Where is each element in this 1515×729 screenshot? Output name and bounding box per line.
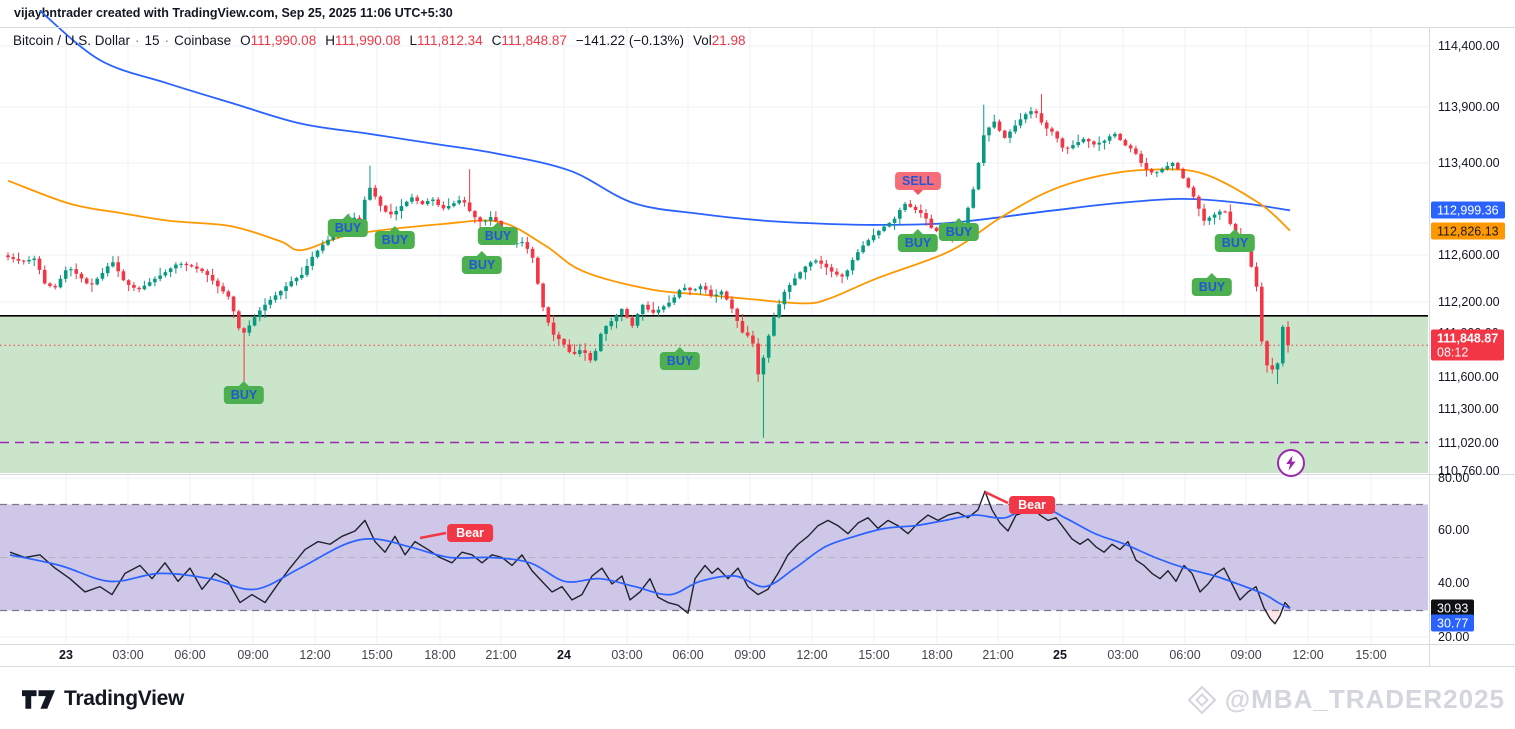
time-axis-tick: 12:00 [1292, 648, 1324, 662]
buy-signal-label: BUY [461, 251, 503, 274]
bear-annotation-label: Bear [1009, 496, 1055, 514]
time-axis-tick: 09:00 [734, 648, 766, 662]
tradingview-logo-icon [22, 689, 55, 709]
time-axis-tick: 12:00 [796, 648, 828, 662]
ohlc-label: L [409, 33, 418, 48]
price-axis-tick: 113,900.00 [1438, 100, 1500, 114]
tradingview-logo[interactable]: TradingView [22, 687, 184, 711]
ohlc-value: 111,848.87 [501, 33, 567, 48]
buy-signal-label: BUY [1214, 229, 1256, 252]
time-axis-tick: 21:00 [485, 648, 517, 662]
buy-signal-label: BUY [659, 347, 701, 370]
time-axis-tick: 15:00 [1355, 648, 1387, 662]
ohlc-value: 111,990.08 [250, 33, 317, 48]
volume-value: 21.98 [711, 33, 746, 48]
time-axis-tick: 06:00 [174, 648, 206, 662]
indicator-value-badge: 30.93 [1431, 599, 1475, 617]
ohlc-label: H [325, 33, 335, 48]
time-axis-tick: 09:00 [237, 648, 269, 662]
interval-label[interactable]: 15 [144, 33, 160, 48]
time-axis-tick: 03:00 [1107, 648, 1139, 662]
price-axis-tick: 112,600.00 [1438, 248, 1500, 262]
indicator-band [0, 503, 1428, 612]
time-axis-tick: 06:00 [1169, 648, 1201, 662]
time-axis-tick: 15:00 [361, 648, 393, 662]
demand-zone [0, 315, 1428, 474]
time-axis-tick: 25 [1053, 648, 1067, 662]
ohlc-values: O111,990.08 H111,990.08 L111,812.34 C111,84… [231, 33, 745, 48]
symbol-title[interactable]: Bitcoin / U.S. Dollar [13, 33, 131, 48]
bear-annotation-label: Bear [447, 524, 493, 542]
sell-signal-label: SELL [895, 172, 941, 195]
price-axis-tick: 20.00 [1438, 630, 1470, 644]
indicator-value-badge: 30.77 [1431, 614, 1475, 632]
price-axis-tick: 111,020.00 [1438, 436, 1499, 450]
time-axis-tick: 21:00 [982, 648, 1014, 662]
ma-fast-line [7, 168, 1291, 305]
time-axis-tick: 23 [59, 648, 73, 662]
indicator-main-line [9, 490, 1291, 625]
time-axis-tick: 03:00 [611, 648, 643, 662]
watermark-text: @MBA_TRADER2025 [1224, 684, 1505, 714]
ohlc-label: O [240, 33, 251, 48]
price-axis-tick: 111,600.00 [1438, 370, 1499, 384]
instant-trading-button[interactable] [1277, 449, 1305, 477]
price-axis-tick: 110,760.00 [1438, 464, 1500, 478]
buy-signal-label: BUY [327, 214, 369, 237]
time-axis-tick: 12:00 [299, 648, 331, 662]
current-price-badge: 111,848.87 08:12 [1431, 329, 1505, 361]
indicator-smooth-line [9, 503, 1291, 610]
current-price-value: 111,848.87 [1437, 331, 1499, 345]
exchange-label: Coinbase [174, 33, 232, 48]
ma-slow-line [39, 10, 1291, 226]
buy-signal-label: BUY [223, 381, 265, 404]
price-axis-tick: 111,300.00 [1438, 402, 1499, 416]
pane-separators [0, 27, 1515, 667]
change-value: −141.22 (−0.13%) [575, 33, 684, 48]
tradingview-logo-text: TradingView [64, 687, 185, 710]
buy-signal-label: BUY [897, 229, 939, 252]
ohlc-value: 111,812.34 [417, 33, 483, 48]
orange-ma-value-badge: 112,826.13 [1431, 222, 1505, 240]
watermark: @MBA_TRADER2025 [1187, 684, 1505, 715]
price-axis-tick: 113,400.00 [1438, 156, 1500, 170]
diamond-icon [1187, 685, 1217, 714]
bear-callout-lines [419, 490, 1009, 540]
oversold-fill [684, 610, 1282, 624]
blue-ma-value-badge: 112,999.36 [1431, 201, 1505, 219]
ohlc-label: C [491, 33, 502, 48]
buy-signal-label: BUY [477, 222, 519, 245]
attribution-text: vijaybntrader created with TradingView.c… [14, 6, 453, 20]
separator-dot: · [164, 33, 170, 48]
buy-signal-label: BUY [938, 218, 980, 241]
price-axis-tick: 60.00 [1438, 523, 1470, 537]
buy-signal-label: BUY [374, 226, 416, 249]
current-price-time: 08:12 [1437, 345, 1469, 359]
time-axis-tick: 06:00 [672, 648, 704, 662]
price-axis-tick: 40.00 [1438, 576, 1470, 590]
time-axis-tick: 09:00 [1230, 648, 1262, 662]
buy-signal-label: BUY [1191, 273, 1233, 296]
time-axis-tick: 03:00 [112, 648, 144, 662]
time-axis-tick: 18:00 [424, 648, 456, 662]
time-axis-tick: 15:00 [858, 648, 890, 662]
symbol-info-bar[interactable]: Bitcoin / U.S. Dollar · 15 · Coinbase O111,99… [13, 33, 746, 48]
time-axis-tick: 18:00 [921, 648, 953, 662]
price-axis-tick: 80.00 [1438, 471, 1470, 485]
price-axis-tick: 112,200.00 [1438, 295, 1500, 309]
separator-dot: · [135, 33, 140, 48]
ohlc-value: 111,990.08 [334, 33, 401, 48]
volume-label: Vol [693, 33, 712, 48]
lightning-bolt-icon [1286, 455, 1296, 471]
time-axis-tick: 24 [557, 648, 571, 662]
price-axis-tick: 114,400.00 [1438, 39, 1500, 53]
